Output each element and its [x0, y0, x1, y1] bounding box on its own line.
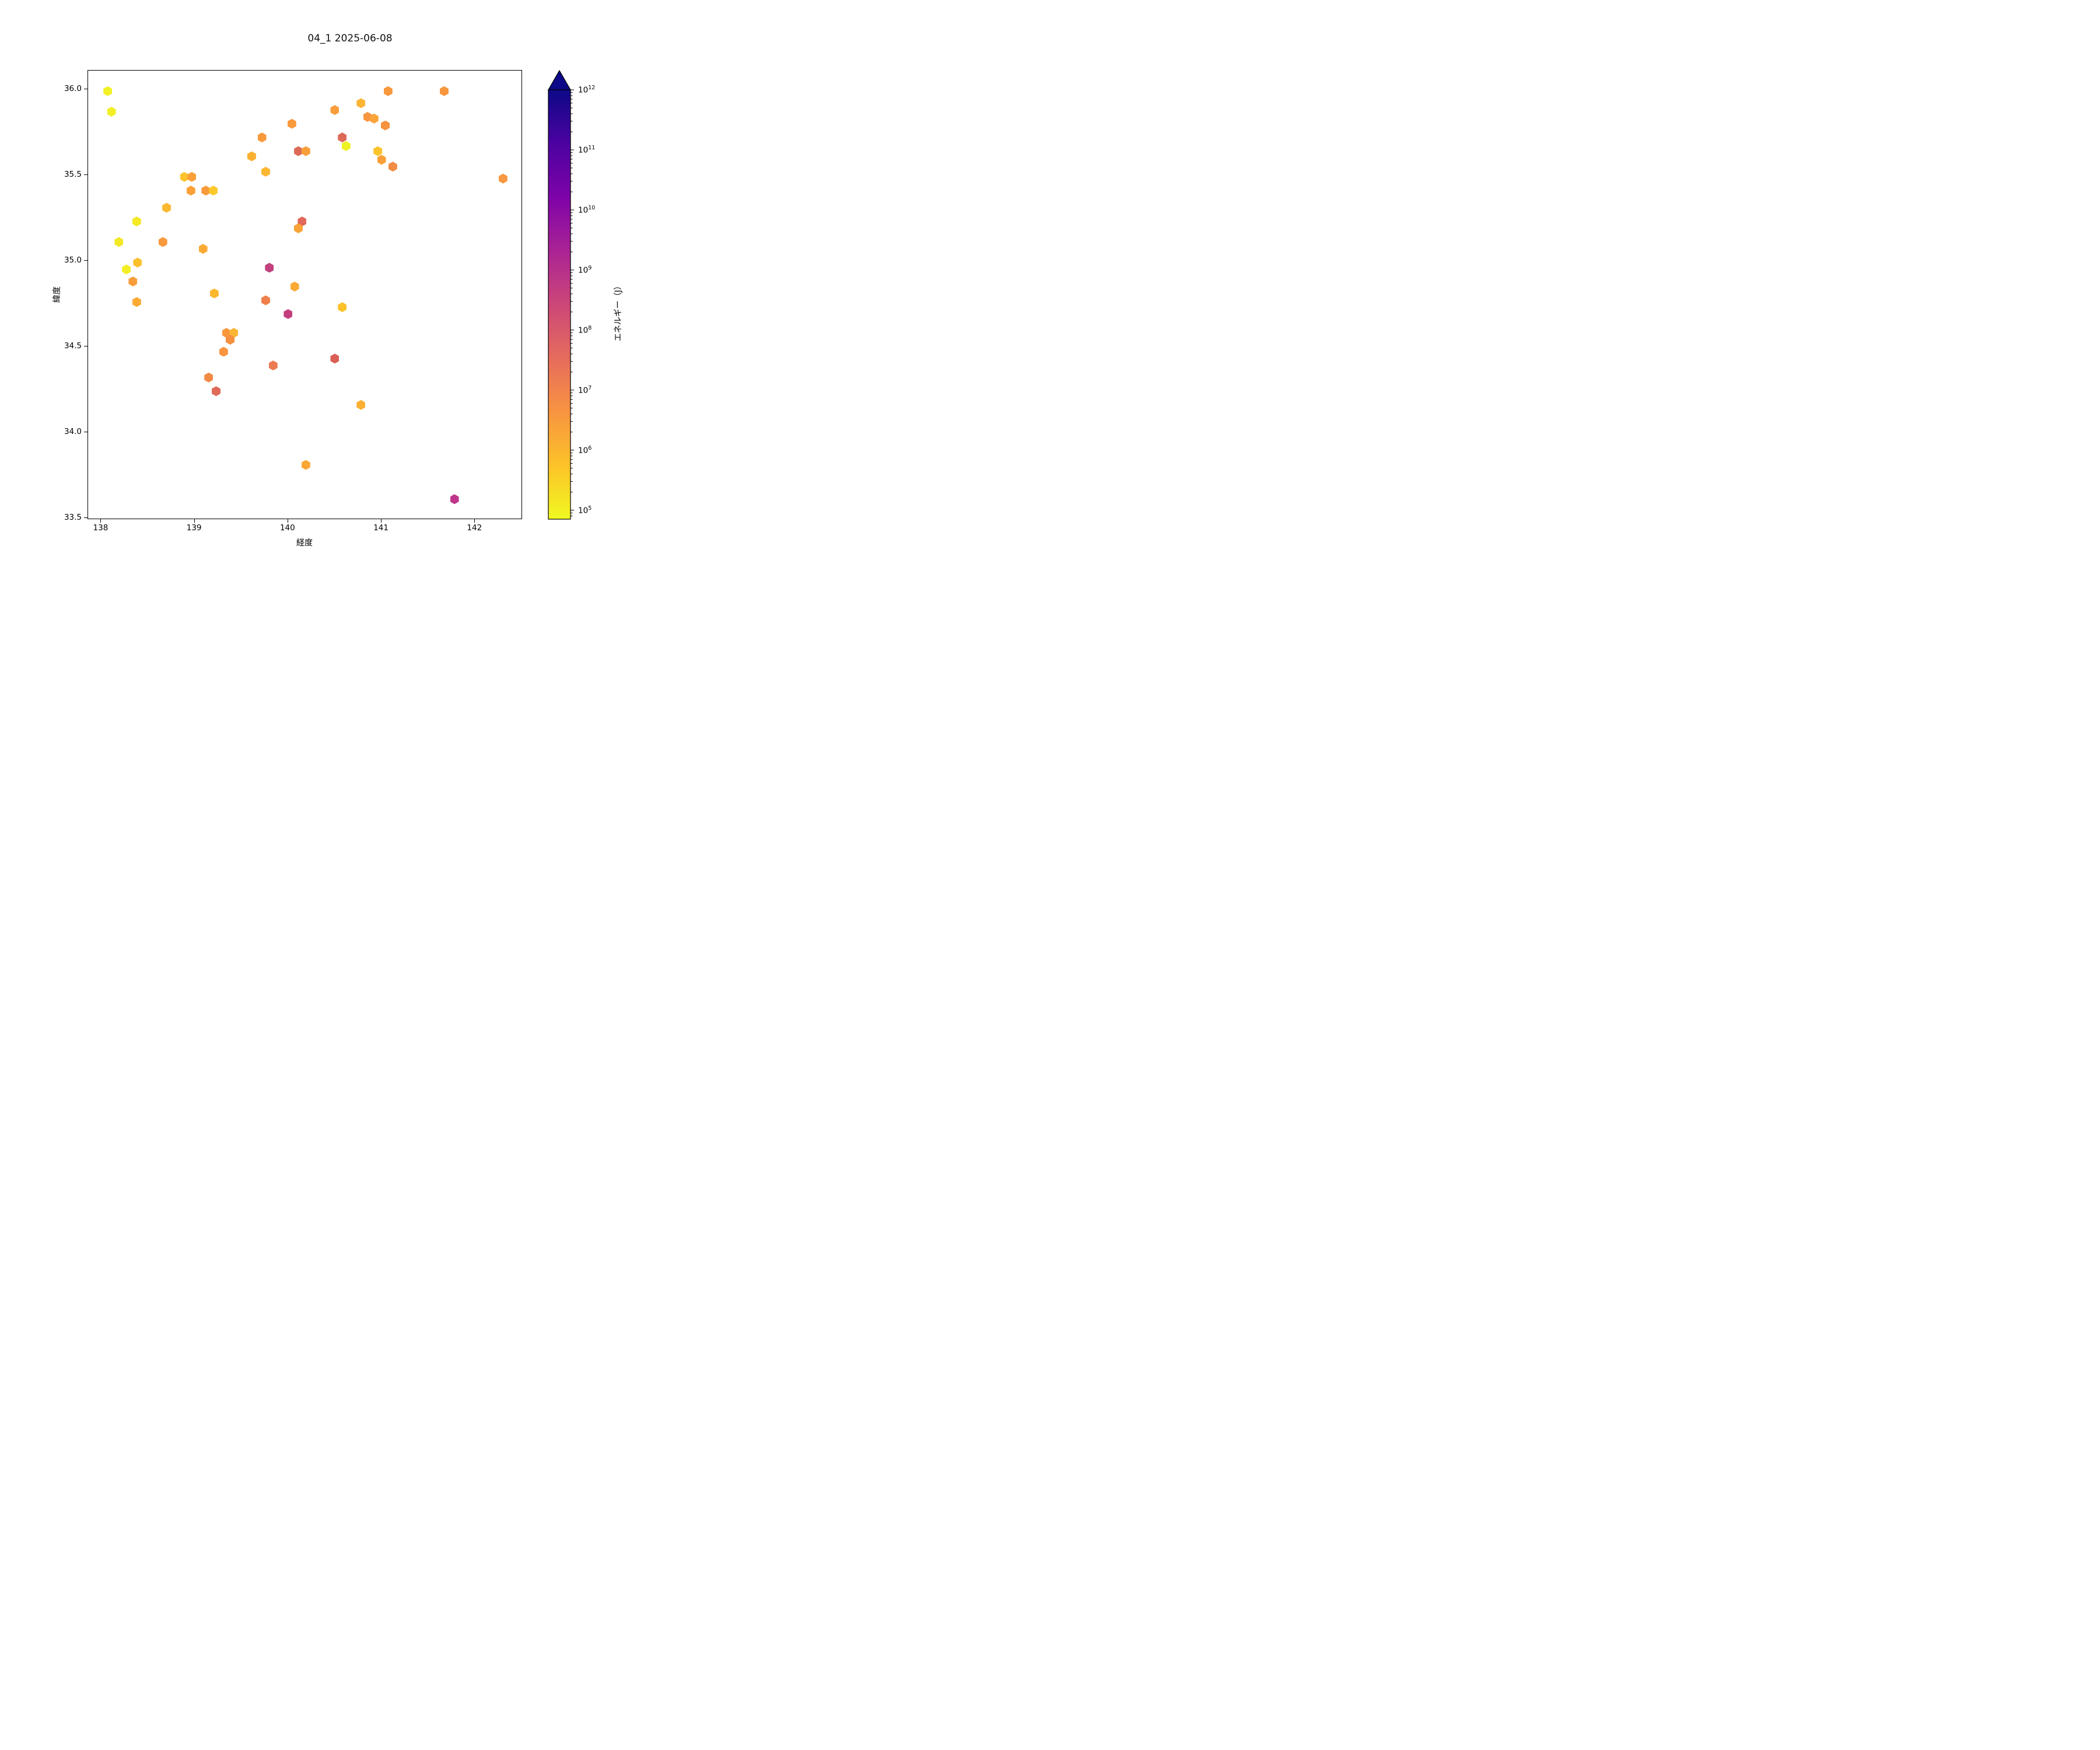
- colorbar-tick-label: 107: [578, 384, 592, 396]
- data-point-hexagon: [377, 155, 386, 165]
- data-point-hexagon: [226, 334, 235, 345]
- colorbar-tick-label: 109: [578, 264, 592, 275]
- data-point-hexagon: [301, 460, 310, 470]
- data-point-hexagon: [287, 118, 296, 129]
- data-point-hexagon: [211, 386, 220, 397]
- y-tick-mark: [84, 260, 88, 261]
- x-tick-label: 138: [93, 523, 108, 533]
- data-point-hexagon: [330, 354, 340, 364]
- y-tick-label: 33.5: [64, 513, 82, 523]
- data-point-hexagon: [380, 120, 390, 131]
- data-point-hexagon: [356, 98, 366, 108]
- data-point-hexagon: [209, 288, 219, 299]
- x-tick-mark: [474, 519, 475, 523]
- data-point-hexagon: [158, 237, 167, 247]
- data-point-hexagon: [162, 202, 172, 213]
- colorbar-tick-label: 1011: [578, 144, 596, 155]
- data-point-hexagon: [383, 86, 393, 96]
- y-tick-label: 34.0: [64, 427, 82, 437]
- data-point-hexagon: [114, 237, 124, 247]
- plot-area: [88, 70, 522, 519]
- data-point-hexagon: [369, 113, 379, 124]
- data-point-hexagon: [247, 151, 256, 162]
- data-point-hexagon: [222, 328, 231, 338]
- figure-canvas: 04_1 2025-06-08 138 139 140 141 142 36.0 35.5…: [0, 0, 700, 583]
- x-tick-mark: [100, 519, 102, 523]
- data-point-hexagon: [257, 132, 267, 143]
- data-point-hexagon: [293, 146, 303, 156]
- data-point-hexagon: [132, 297, 141, 307]
- data-point-hexagon: [439, 86, 449, 96]
- x-tick-mark: [194, 519, 195, 523]
- data-point-hexagon: [186, 186, 195, 196]
- data-point-hexagon: [261, 295, 270, 306]
- data-point-hexagon: [180, 172, 189, 182]
- colorbar-extend-arrow-icon: [548, 70, 572, 90]
- x-tick-label: 142: [467, 523, 482, 533]
- colorbar-axis-label: エネルギー（J）: [614, 281, 623, 342]
- data-point-hexagon: [498, 173, 508, 184]
- colorbar-tick-label: 106: [578, 444, 592, 456]
- data-point-hexagon: [122, 264, 131, 275]
- data-point-hexagon: [261, 166, 270, 177]
- colorbar: [548, 70, 574, 520]
- data-point-hexagon: [290, 281, 299, 292]
- y-tick-label: 35.5: [64, 170, 82, 180]
- y-axis-label: 緯度: [52, 286, 62, 303]
- colorbar-tick-label: 108: [578, 324, 592, 335]
- data-point-hexagon: [301, 146, 310, 156]
- chart-title: 04_1 2025-06-08: [307, 33, 393, 44]
- data-point-hexagon: [338, 302, 347, 313]
- data-point-hexagon: [268, 360, 278, 370]
- y-tick-label: 36.0: [64, 84, 82, 94]
- data-point-hexagon: [265, 262, 274, 273]
- data-point-hexagon: [356, 400, 366, 410]
- data-point-hexagon: [209, 186, 218, 196]
- data-point-hexagon: [187, 172, 197, 182]
- colorbar-tick-label: 1010: [578, 204, 596, 215]
- data-point-hexagon: [229, 328, 239, 338]
- colorbar-gradient-bar: [548, 89, 571, 520]
- x-tick-label: 139: [186, 523, 202, 533]
- data-point-hexagon: [132, 216, 141, 227]
- x-axis-label: 経度: [296, 538, 313, 548]
- data-point-hexagon: [103, 86, 113, 96]
- data-point-hexagon: [293, 223, 303, 233]
- data-point-hexagon: [341, 141, 351, 151]
- colorbar-tick-label: 1012: [578, 85, 596, 95]
- data-point-hexagon: [284, 309, 293, 319]
- data-point-hexagon: [128, 276, 138, 286]
- colorbar-ticks: [570, 89, 574, 517]
- data-point-hexagon: [198, 244, 208, 254]
- y-tick-mark: [84, 517, 88, 519]
- data-point-hexagon: [330, 105, 340, 116]
- y-tick-label: 34.5: [64, 341, 82, 351]
- x-tick-label: 140: [279, 523, 295, 533]
- data-point-hexagon: [107, 107, 116, 117]
- data-point-hexagon: [388, 162, 397, 172]
- colorbar-tick-label: 105: [578, 505, 592, 516]
- data-point-hexagon: [133, 257, 142, 268]
- data-point-hexagon: [201, 186, 211, 196]
- data-point-hexagon: [373, 146, 383, 156]
- data-point-hexagon: [338, 132, 347, 143]
- x-tick-mark: [381, 519, 382, 523]
- y-tick-mark: [84, 174, 88, 176]
- y-tick-label: 35.0: [64, 256, 82, 265]
- data-point-hexagon: [219, 346, 228, 357]
- data-point-hexagon: [450, 494, 459, 505]
- data-point-hexagon: [298, 216, 307, 227]
- data-point-hexagon: [204, 372, 214, 383]
- x-tick-label: 141: [373, 523, 388, 533]
